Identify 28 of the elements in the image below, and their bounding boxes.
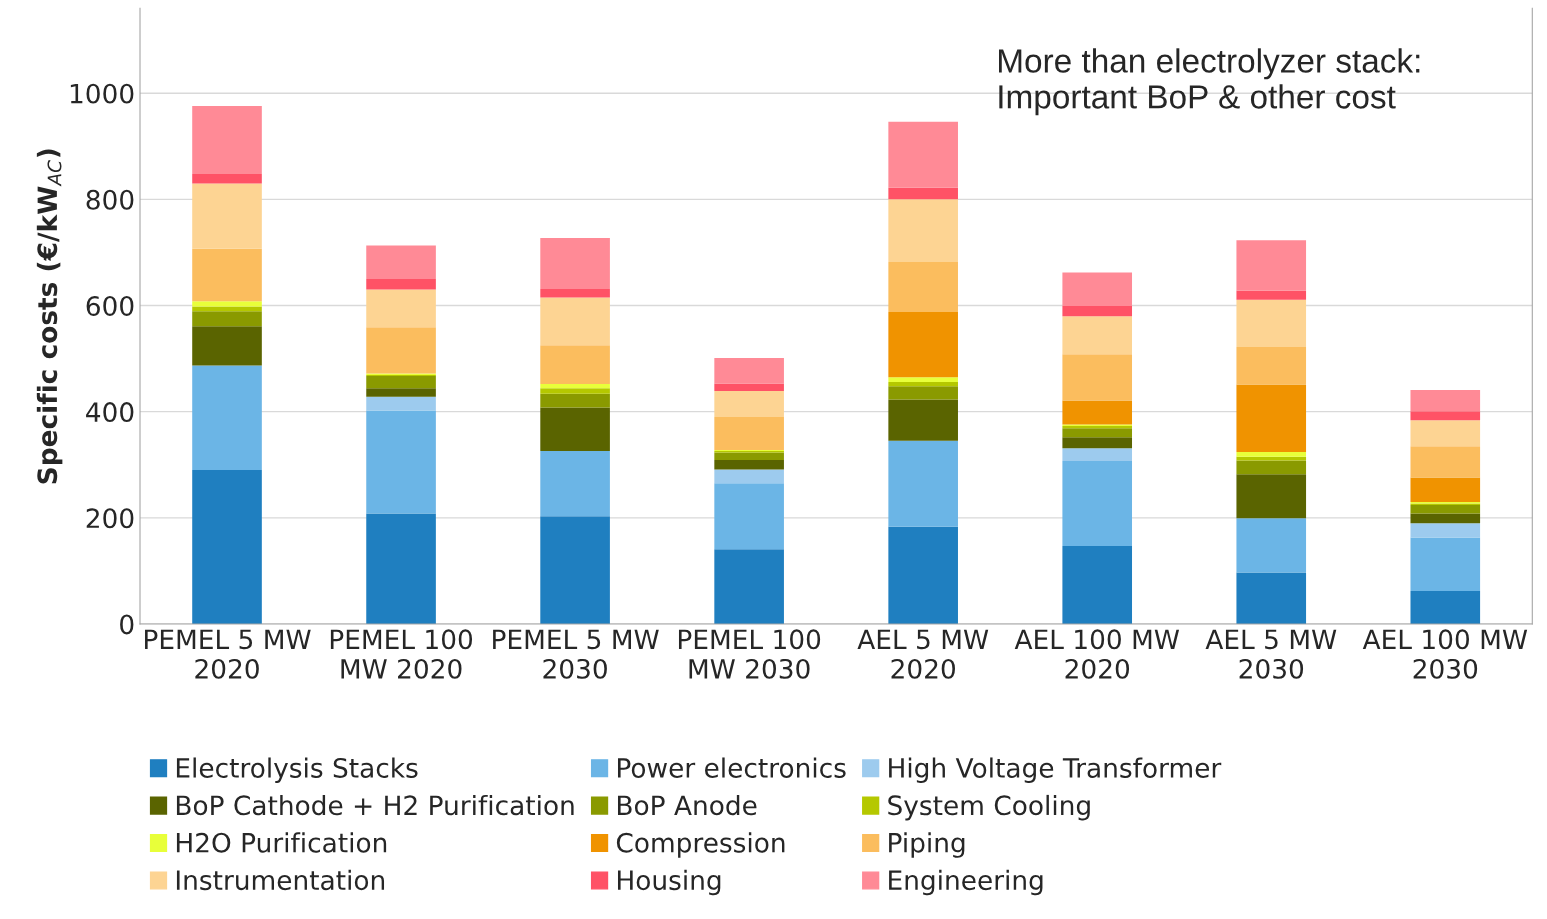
x-tick-label: PEMEL 5 MW 2030 <box>493 629 659 679</box>
x-tick-label: AEL 100 MW 2020 <box>1014 629 1180 679</box>
legend-label: Engineering <box>889 869 1043 896</box>
y-tick-label: 1000 <box>70 83 134 104</box>
legend-label: High Voltage Transformer <box>889 757 1222 784</box>
y-tick-label: 600 <box>86 295 134 316</box>
x-tick-label: AEL 100 MW 2030 <box>1362 629 1528 679</box>
y-tick-label: 0 <box>120 614 134 635</box>
legend-label: BoP Cathode + H2 Purification <box>176 794 574 816</box>
legend-label: Electrolysis Stacks <box>176 757 418 784</box>
legend-label: Power electronics <box>617 757 846 778</box>
legend-label: Housing <box>617 869 721 896</box>
y-tick-label: 400 <box>86 402 134 423</box>
legend-label: H2O Purification <box>176 832 387 853</box>
legend-label: Compression <box>616 832 785 858</box>
y-tick-label: 200 <box>86 508 134 529</box>
y-axis-title: Specific costs (€/kW$_{AC}$) <box>36 149 63 484</box>
x-tick-label: AEL 5 MW 2020 <box>857 629 989 679</box>
legend-label: Piping <box>889 832 965 858</box>
y-tick-label: 800 <box>86 189 134 210</box>
legend-label: Instrumentation <box>176 869 385 891</box>
x-tick-label: PEMEL 100 MW 2020 <box>330 629 473 679</box>
annotation: More than electrolyzer stack: Important BoP & other cost <box>999 48 1420 116</box>
x-tick-label: PEMEL 5 MW 2020 <box>145 629 311 679</box>
x-tick-label: PEMEL 100 MW 2030 <box>678 629 821 679</box>
legend-label: BoP Anode <box>617 794 757 816</box>
legend-label: System Cooling <box>888 794 1090 821</box>
x-tick-label: AEL 5 MW 2030 <box>1205 629 1337 679</box>
